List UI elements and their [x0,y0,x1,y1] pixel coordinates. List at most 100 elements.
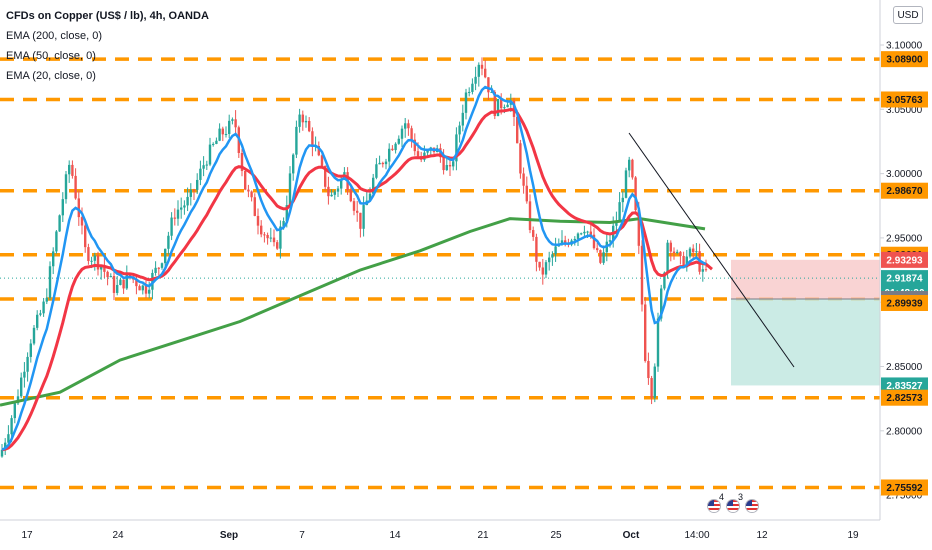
us-flag-icon[interactable] [726,499,740,513]
candle-body [324,165,327,187]
candle-body [320,155,324,166]
time-axis[interactable]: 17 24 Sep 7 14 21 25 Oct 14:00 12 19 [21,530,859,541]
indicator-ema-200[interactable]: EMA (200, close, 0) [6,30,102,42]
candle-body [368,193,372,201]
candle-body [637,210,640,246]
candle-body [615,220,618,226]
candle-body [4,442,7,450]
candle-body [701,269,704,272]
candle-body [58,215,61,232]
candle-body [263,234,266,236]
candle-body [624,170,628,198]
candle-body [0,449,4,457]
candle-body [77,198,80,218]
candle-body [247,189,250,192]
price-badge-target[interactable] [881,377,928,394]
candle-body [122,279,125,289]
currency-button[interactable]: USD [893,6,923,24]
chart-legend: CFDs on Copper (US$ / lb), 4h, OANDA EMA… [6,6,209,86]
candle-body [596,248,599,251]
time-tick-label: Sep [220,530,238,541]
candle-body [269,237,272,239]
candle-body [669,242,672,252]
stop-loss-zone[interactable] [731,259,880,299]
candle-body [176,209,180,219]
candle-body [599,250,602,263]
candle-body [215,140,218,144]
candle-body [589,231,592,235]
candle-body [628,159,631,171]
candle-body [525,185,528,202]
candle-body [349,190,352,202]
time-tick-label: 24 [112,530,124,541]
candle-body [663,272,666,289]
us-flag-icon[interactable] [745,499,759,513]
candle-body [311,131,314,147]
candle-body [688,248,692,257]
price-badge-level[interactable] [881,91,928,108]
candle-body [493,91,496,117]
candle-body [23,371,26,378]
take-profit-zone[interactable] [731,298,880,386]
price-badge-level[interactable] [881,479,928,496]
ema-200-line [0,217,706,407]
candle-body [180,207,183,210]
candle-body [532,230,535,237]
candle-body [240,152,244,172]
time-tick-label: 7 [299,530,305,541]
candle-body [250,191,253,198]
candle-body [695,251,698,253]
price-badge-last[interactable] [881,270,928,287]
price-badge-label: 3.08900 [886,55,923,66]
candle-body [68,164,71,175]
price-badge-level[interactable] [881,389,928,406]
candle-body [455,134,458,162]
candle-body [352,201,356,211]
candle-body [672,251,676,253]
indicator-ema-20[interactable]: EMA (20, close, 0) [6,70,96,82]
price-badge-label: 2.98670 [886,186,923,197]
candle-body [548,257,551,263]
candle-body [327,186,330,197]
candle-body [660,288,663,319]
candle-body [170,217,173,236]
price-badge-level[interactable] [881,51,928,68]
candle-body [80,217,84,226]
candle-body [426,150,429,153]
candle-body [480,64,484,69]
candle-body [685,256,688,268]
candle-body [333,191,336,195]
candle-body [340,179,343,189]
candle-body [55,231,58,252]
candle-body [356,210,359,213]
candle-body [375,164,378,178]
candle-body [551,254,554,258]
candle-body [103,266,106,272]
price-badge-level[interactable] [881,182,928,199]
us-flag-icon[interactable] [707,499,721,513]
candle-body [304,120,308,123]
indicator-ema-50[interactable]: EMA (50, close, 0) [6,50,96,62]
candle-body [634,177,637,211]
candle-body [189,189,192,197]
price-badge-label: 2.91874 [886,274,923,285]
price-badge-level[interactable] [881,294,928,311]
candle-body [224,133,228,135]
candle-body [135,279,138,287]
candle-body [410,128,413,140]
candle-body [471,83,474,92]
candle-body [538,261,541,268]
candle-body [109,276,112,278]
candle-body [202,165,205,169]
candle-body [20,377,23,397]
candle-body [39,313,42,315]
candle-body [564,240,567,243]
candle-body [157,267,160,269]
candle-body [586,231,589,233]
price-tick-label: 3.05000 [886,105,923,116]
price-badge-stop[interactable] [881,251,928,268]
candle-body [192,189,196,191]
trend-line[interactable] [628,132,795,368]
